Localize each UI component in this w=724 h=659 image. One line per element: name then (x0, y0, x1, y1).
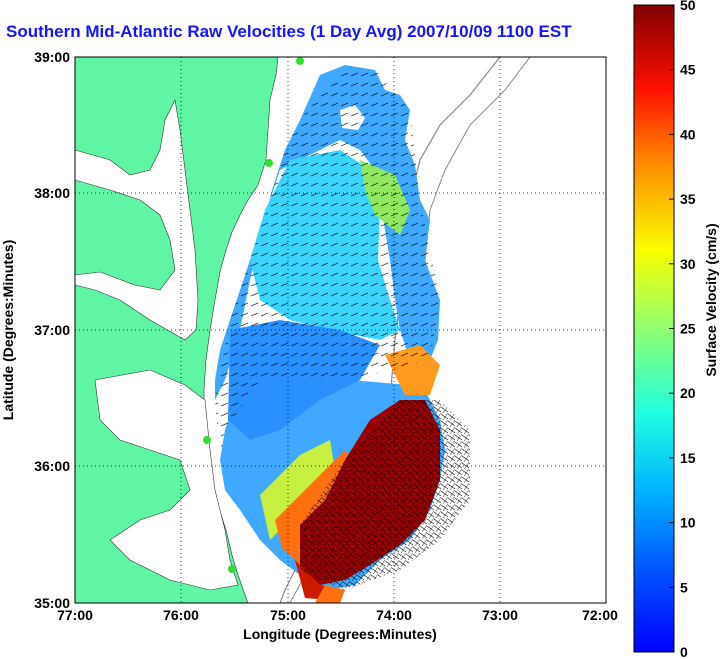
y-axis-label: Latitude (Degrees:Minutes) (0, 240, 16, 420)
colorbar-tick-label: 40 (680, 126, 696, 142)
x-axis-label: Longitude (Degrees:Minutes) (243, 626, 437, 642)
pamlico-sound (94, 369, 239, 591)
y-tick-label: 36:00 (34, 458, 70, 474)
map-grid (75, 57, 606, 603)
x-tick-label: 76:00 (163, 607, 199, 623)
y-tick-labels: 39:00 38:00 37:00 36:00 35:00 (34, 49, 70, 611)
colorbar-ticks: 0 5 10 15 20 25 30 35 40 45 50 (669, 0, 696, 659)
colorbar-tick-label: 15 (680, 450, 696, 466)
colorbar-tick-label: 25 (680, 321, 696, 337)
velocity-field (215, 65, 470, 603)
y-tick-label: 35:00 (34, 595, 70, 611)
y-tick-label: 38:00 (34, 185, 70, 201)
x-tick-labels: 77:00 76:00 75:00 74:00 73:00 72:00 (57, 607, 618, 623)
colorbar-tick-label: 20 (680, 385, 696, 401)
colorbar-tick-label: 35 (680, 191, 696, 207)
colorbar-tick-label: 10 (680, 515, 696, 531)
colorbar-label: Surface Velocity (cm/s) (703, 223, 719, 376)
y-tick-label: 37:00 (34, 322, 70, 338)
colorbar-tick-label: 0 (680, 644, 688, 659)
colorbar-tick-label: 30 (680, 256, 696, 272)
colorbar-tick-label: 45 (680, 62, 696, 78)
chesapeake-bay (75, 99, 199, 341)
colorbar-tick-label: 50 (680, 0, 696, 13)
x-tick-label: 72:00 (582, 607, 618, 623)
map-title: Southern Mid-Atlantic Raw Velocities (1 … (6, 22, 572, 41)
colorbar-tick-label: 5 (680, 579, 688, 595)
x-tick-label: 73:00 (482, 607, 518, 623)
colorbar (633, 4, 675, 653)
x-tick-label: 74:00 (376, 607, 412, 623)
x-tick-label: 77:00 (57, 607, 93, 623)
plot-frame (74, 56, 607, 604)
x-tick-label: 75:00 (270, 607, 306, 623)
y-tick-label: 39:00 (34, 49, 70, 65)
radar-stations (203, 57, 304, 573)
